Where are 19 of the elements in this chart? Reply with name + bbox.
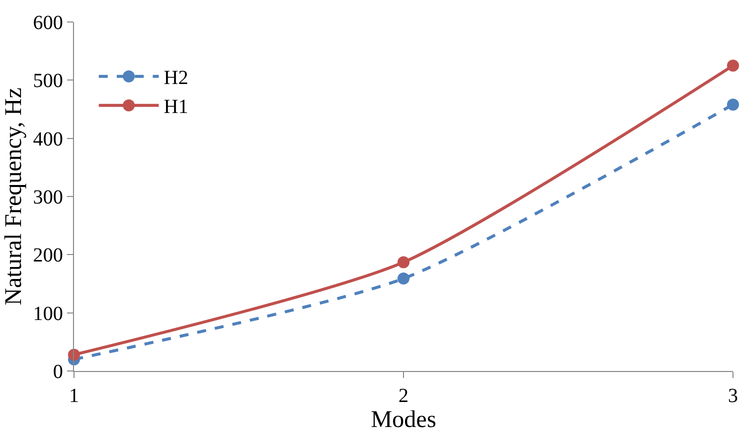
x-tick-label: 2 (398, 385, 408, 407)
point (398, 272, 410, 285)
point (68, 348, 80, 361)
y-tick-label: 500 (33, 70, 63, 92)
y-tick-label: 200 (33, 244, 63, 267)
y-tick-label: 300 (33, 186, 63, 208)
legend-label: H2 (164, 67, 188, 90)
y-tick-label: 0 (53, 361, 63, 383)
y-tick-label: 400 (33, 128, 63, 150)
legend-label: H1 (164, 96, 188, 118)
x-tick-label: 3 (728, 385, 738, 407)
x-axis-title: Modes (370, 407, 436, 433)
y-tick-label: 100 (33, 302, 63, 325)
point (398, 256, 410, 268)
y-tick-label: 600 (33, 12, 63, 34)
y-axis-title: Natural Frequency, Hz (1, 88, 28, 306)
point (727, 98, 739, 111)
x-tick-label: 1 (69, 385, 79, 407)
point (727, 60, 739, 72)
